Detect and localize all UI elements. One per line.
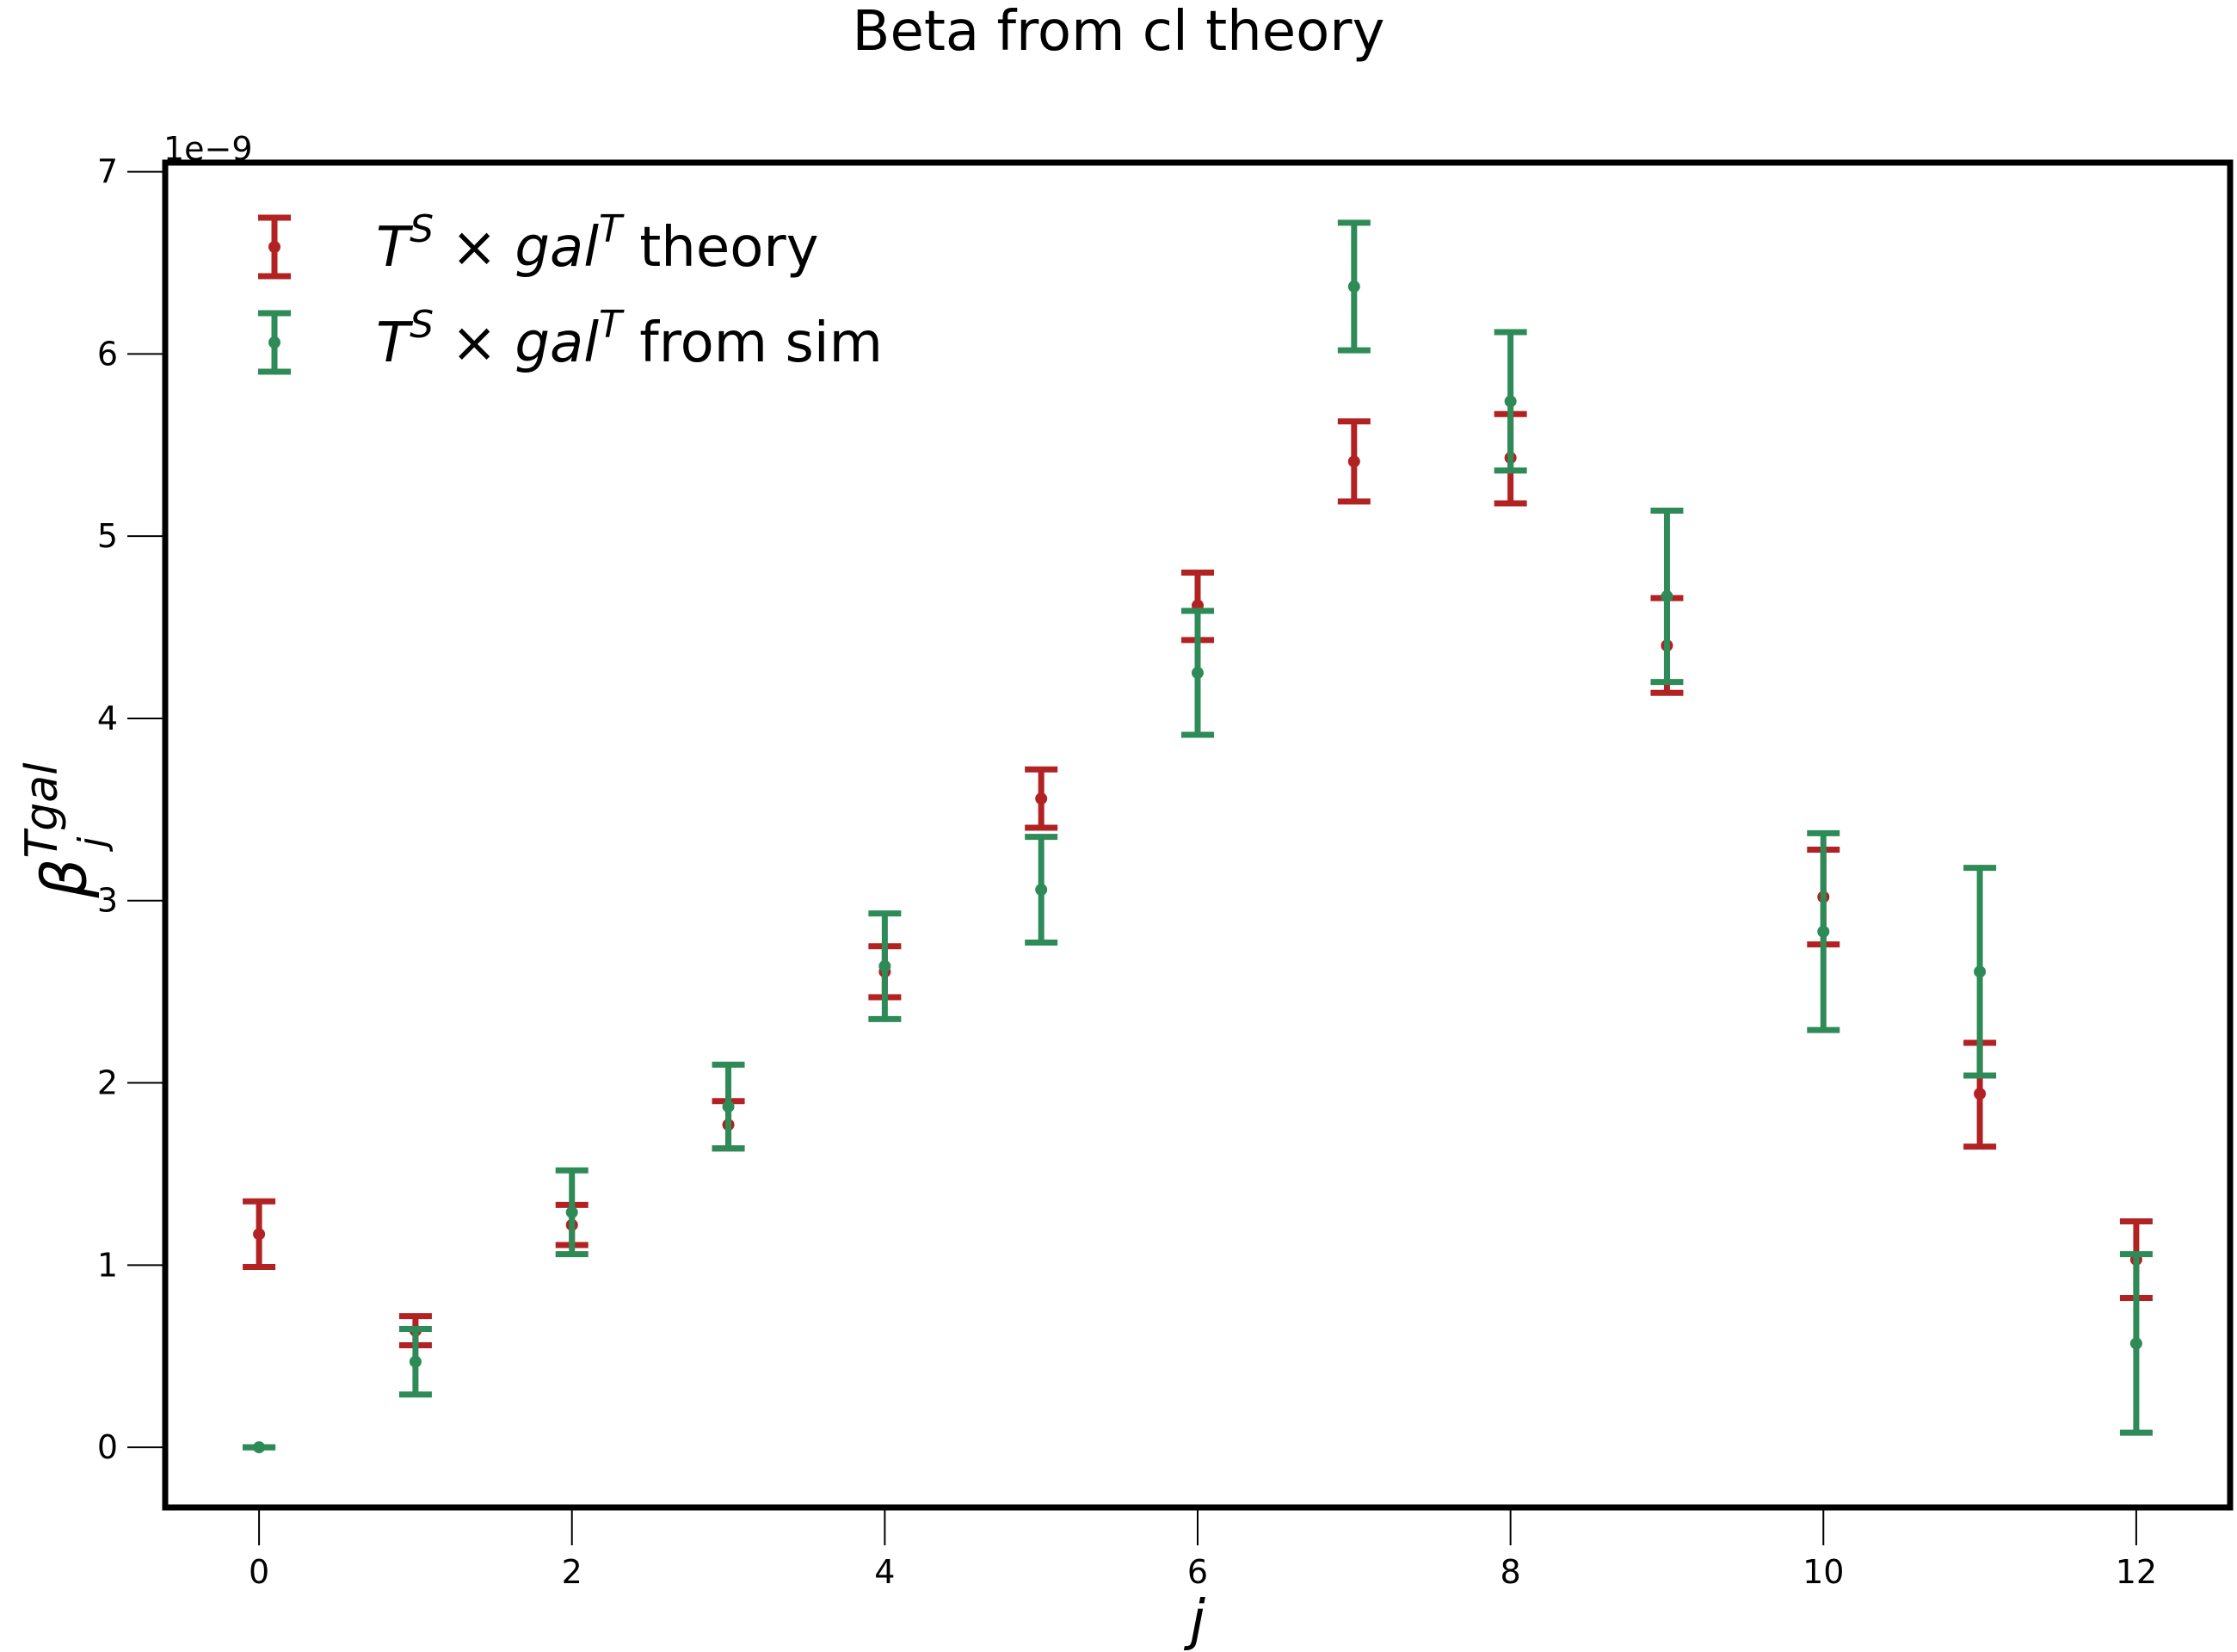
y-axis-label: βTgal j: [16, 762, 114, 899]
y-tick-label: 1: [97, 1246, 118, 1284]
data-point: [2129, 1337, 2142, 1350]
svg-text:βTgal: βTgal: [16, 762, 101, 899]
data-point: [253, 1441, 266, 1454]
y-tick-label: 6: [97, 335, 118, 373]
legend-item-1: TS × galT from sim: [258, 303, 883, 375]
errorbar: [1181, 607, 1214, 738]
y-tick-label: 3: [97, 882, 118, 920]
y-tick-label: 7: [97, 153, 118, 191]
data-point: [1661, 590, 1673, 603]
y-tick-label: 2: [97, 1064, 118, 1102]
errorbar: [868, 910, 902, 1022]
y-tick-label: 5: [97, 517, 118, 555]
x-tick-label: 8: [1501, 1553, 1521, 1591]
legend-marker: [268, 336, 280, 348]
errorbar: [2119, 1251, 2153, 1436]
errorbar: [398, 1325, 432, 1398]
y-axis-label-sup: Tgal: [16, 762, 68, 859]
errorbar: [555, 1167, 589, 1258]
data-point: [565, 1205, 578, 1218]
data-point: [1347, 455, 1360, 468]
data-point: [722, 1100, 735, 1113]
data-point: [1974, 965, 1987, 978]
errorbar: [1650, 508, 1684, 686]
errorbar: [1025, 834, 1058, 946]
plot-frame: [162, 159, 2234, 1511]
errorbar: [1337, 418, 1371, 505]
x-tick-label: 6: [1187, 1553, 1208, 1591]
x-tick-label: 0: [249, 1553, 269, 1591]
x-tick-label: 10: [1803, 1553, 1844, 1591]
y-tick-label: 0: [97, 1428, 118, 1466]
y-axis-label-sub: j: [71, 836, 114, 852]
x-tick-label: 12: [2116, 1553, 2157, 1591]
legend-label: TS × galT theory: [376, 207, 819, 280]
data-point: [1192, 667, 1204, 680]
errorbar: [1963, 865, 1997, 1079]
errorbar: [1337, 219, 1371, 354]
x-tick-label: 4: [874, 1553, 895, 1591]
data-point: [878, 959, 891, 972]
data-point: [1817, 925, 1830, 938]
errorbar: [243, 1441, 276, 1454]
legend-item-0: TS × galT theory: [258, 207, 819, 280]
legend-marker: [268, 241, 280, 253]
series-layer: [243, 219, 2153, 1454]
legend: TS × galT theory TS × galT from sim: [258, 207, 883, 375]
errorbar: [1807, 829, 1840, 1033]
errorbar: [1025, 766, 1058, 831]
data-point: [253, 1228, 266, 1241]
data-point: [1504, 395, 1517, 408]
data-point: [1035, 792, 1048, 805]
y-axis-label-main: β: [28, 859, 101, 899]
data-point: [1347, 280, 1360, 293]
errorbar: [1494, 329, 1527, 474]
data-point: [409, 1355, 422, 1368]
errorbar: [712, 1061, 745, 1152]
x-tick-label: 2: [562, 1553, 582, 1591]
data-point: [1035, 884, 1048, 897]
y-tick-label: 4: [97, 700, 118, 737]
legend-label: TS × galT from sim: [376, 303, 883, 375]
data-point: [1974, 1088, 1987, 1100]
series-1: [243, 219, 2153, 1454]
errorbar: [243, 1198, 276, 1270]
chart-title: Beta from cl theory: [853, 0, 1385, 64]
